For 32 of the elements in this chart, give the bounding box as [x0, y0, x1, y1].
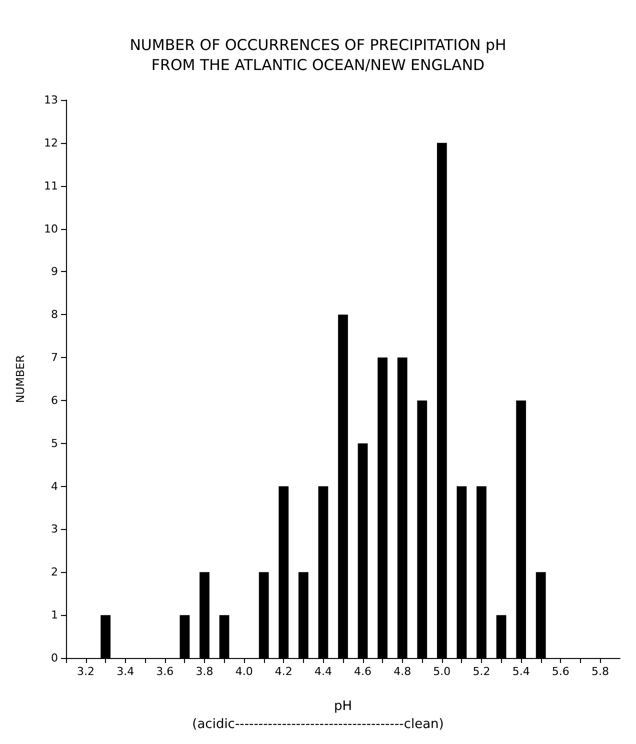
- y-tick-label: 12: [44, 136, 58, 150]
- x-tick-label: 4.6: [354, 665, 372, 678]
- x-tick-label: 3.2: [77, 665, 95, 678]
- x-tick-label: 5.6: [552, 665, 570, 678]
- x-tick-label: 4.2: [274, 665, 292, 678]
- y-tick-label: 8: [51, 308, 58, 322]
- y-axis-title: NUMBER: [14, 354, 27, 403]
- y-tick-label: 9: [51, 265, 58, 278]
- x-tick-label: 3.4: [116, 665, 134, 678]
- y-tick-label: 10: [44, 222, 58, 236]
- x-tick-label: 4.4: [314, 665, 332, 678]
- chart-title: NUMBER OF OCCURRENCES OF PRECIPITATION pH FROM THE ATLANTIC OCEAN/NEW ENGLAND: [130, 36, 506, 74]
- y-tick-label: 13: [44, 94, 58, 106]
- x-tick-label: 3.6: [156, 665, 174, 678]
- y-tick-label: 5: [51, 436, 58, 450]
- x-axis-title: pH: [334, 699, 352, 714]
- x-tick-label: 3.8: [196, 665, 214, 678]
- x-tick-label: 4.8: [394, 665, 412, 678]
- y-tick-label: 3: [51, 522, 58, 536]
- text: (acidic------------------------------------clean): [192, 717, 444, 732]
- y-tick-label: 11: [44, 179, 58, 192]
- y-tick-label: 6: [51, 394, 58, 407]
- y-tick-label: 4: [51, 480, 58, 493]
- x-tick-label: 5.8: [591, 665, 609, 678]
- y-tick-label: 7: [51, 351, 58, 364]
- x-tick-label: 5.4: [512, 665, 530, 678]
- y-tick-label: 0: [51, 652, 58, 664]
- y-tick-label: 2: [51, 566, 58, 579]
- x-tick-label: 4.0: [235, 665, 253, 678]
- x-tick-label: 5.2: [472, 665, 490, 678]
- y-tick-label: 1: [51, 608, 58, 622]
- x-tick-label: 5.0: [433, 665, 451, 678]
